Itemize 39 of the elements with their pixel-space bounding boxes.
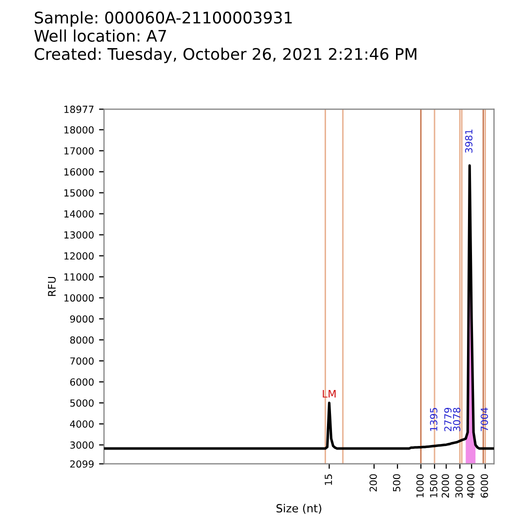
annotation: 1395	[430, 408, 438, 431]
x-tick-label: 1000	[416, 474, 424, 498]
annotation: 3078	[453, 408, 460, 432]
y-tick-label: 9000	[70, 315, 94, 323]
chart-subtitle: Well location: A7	[34, 29, 166, 42]
text: Created: Tuesday, October 26, 2021 2:21:46 PM	[34, 48, 416, 64]
y-tick-label: 3000	[70, 441, 94, 449]
y-tick-label: 2099	[70, 460, 94, 468]
y-axis-title: RFU	[48, 277, 56, 296]
chart-title: Sample: 000060A-21100003931	[34, 11, 292, 27]
y-tick-label: 15000	[64, 189, 94, 197]
y-tick-label: 5000	[70, 399, 94, 407]
y-tick-label: 7000	[70, 357, 94, 365]
line-series	[104, 164, 494, 450]
annotation: 2779	[444, 408, 452, 432]
y-tick-label: 14000	[64, 210, 94, 218]
y-tick-label: 10000	[64, 294, 94, 302]
x-tick-label: 3000	[455, 474, 463, 498]
y-tick-label: 16000	[64, 168, 94, 176]
x-tick-label: 4000	[467, 474, 474, 498]
x-tick-label: 2000	[442, 474, 450, 498]
x-tick-label: 15	[324, 474, 332, 485]
annotation: LM	[322, 390, 336, 398]
y-tick-label: 4000	[70, 420, 94, 428]
x-tick-label: 6000	[480, 474, 488, 498]
y-tick-label: 18000	[64, 126, 94, 134]
x-tick-label: 200	[370, 474, 377, 492]
y-tick-label: 12000	[64, 252, 94, 260]
y-tick-label: 18977	[64, 106, 94, 114]
annotation: 7004	[480, 408, 488, 432]
y-tick-label: 11000	[64, 273, 94, 281]
annotation: 3981	[465, 130, 472, 153]
x-tick-label: 500	[392, 474, 400, 492]
y-tick-label: 8000	[70, 336, 94, 344]
x-tick-label: 1500	[430, 474, 438, 498]
y-tick-label: 6000	[70, 378, 94, 386]
x-axis-title: Size (nt)	[276, 504, 322, 514]
y-tick-label: 13000	[64, 231, 94, 239]
y-tick-label: 17000	[64, 147, 94, 155]
